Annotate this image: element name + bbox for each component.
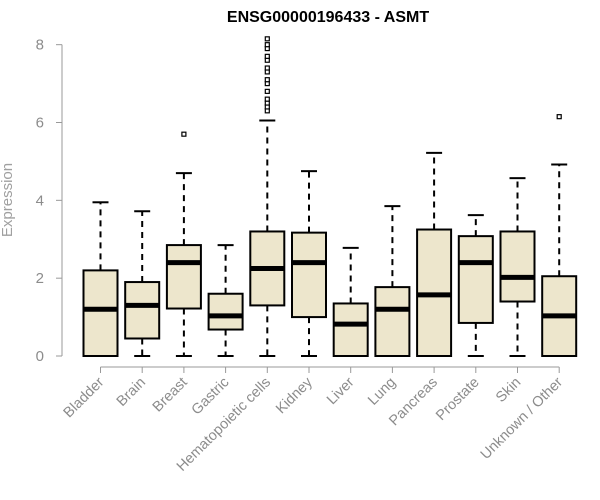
chart-title: ENSG00000196433 - ASMT (227, 9, 429, 26)
category-label: Brain (114, 375, 149, 410)
y-tick-label: 6 (36, 115, 44, 132)
category-label: Prostate (433, 375, 482, 424)
y-tick-label: 8 (36, 37, 44, 54)
outlier-point (181, 131, 187, 137)
outlier-point (264, 96, 270, 102)
y-tick-label: 2 (36, 270, 44, 287)
box (332, 302, 369, 358)
box (291, 231, 327, 319)
y-tick-label: 0 (36, 348, 44, 365)
outlier-point (264, 53, 270, 59)
outlier-point (264, 42, 270, 48)
outlier-point (556, 114, 562, 120)
box (82, 269, 119, 357)
category-label: Lung (365, 375, 399, 409)
box (207, 292, 244, 331)
outlier-point (264, 65, 270, 71)
box (124, 281, 161, 340)
box (165, 244, 202, 310)
category-label: Liver (324, 374, 358, 408)
category-label: Bladder (61, 374, 108, 421)
category-label: Skin (493, 375, 524, 406)
outlier-point (264, 88, 270, 94)
box (457, 235, 494, 324)
box (374, 286, 411, 357)
category-label: Breast (150, 375, 191, 416)
outlier-point (264, 77, 270, 83)
category-label: Kidney (273, 374, 316, 417)
y-axis-label: Expression (0, 163, 16, 237)
box (499, 230, 536, 303)
boxes (82, 36, 578, 358)
y-tick-label: 4 (36, 192, 44, 209)
axes: 0 2 4 6 8 (36, 37, 560, 373)
outlier-point (264, 36, 270, 42)
